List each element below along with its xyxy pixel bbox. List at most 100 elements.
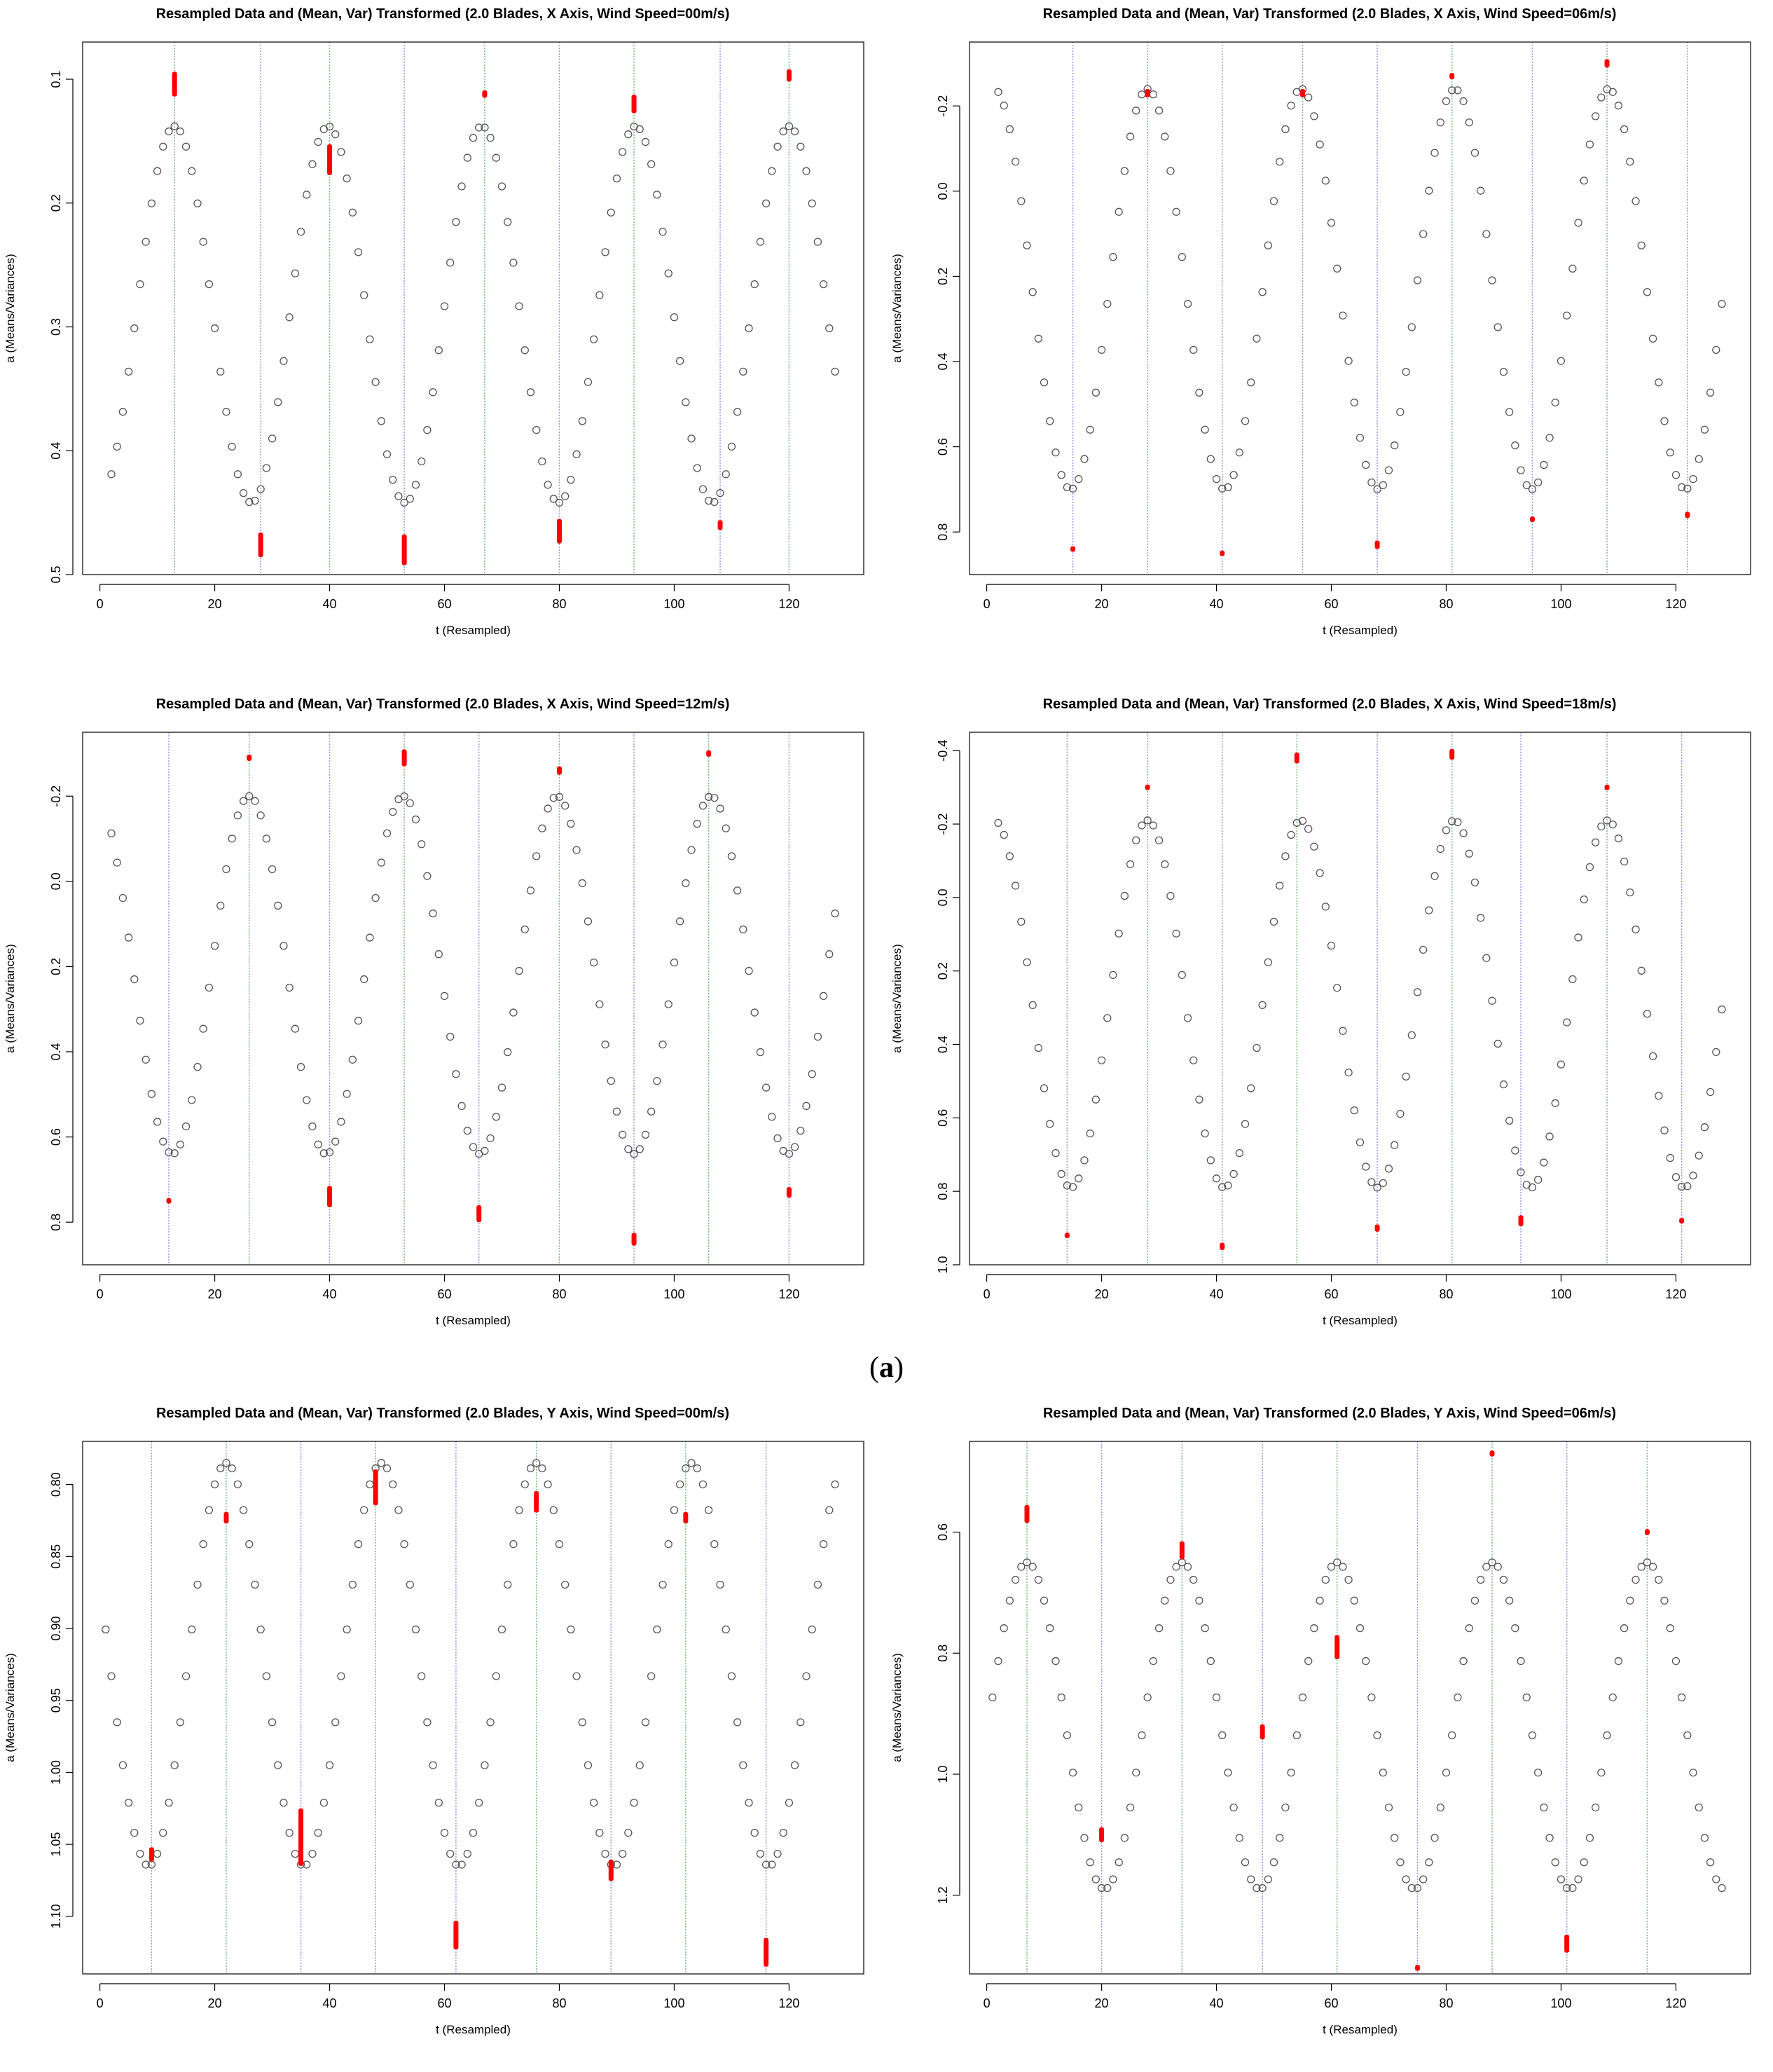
data-point: [113, 858, 121, 867]
data-point: [1068, 1183, 1077, 1191]
data-point: [1103, 1884, 1112, 1893]
data-point: [607, 1076, 615, 1085]
variance-error-bar: [1300, 88, 1306, 98]
data-point: [1269, 917, 1278, 926]
data-point: [1528, 1183, 1537, 1192]
data-point: [647, 160, 656, 168]
data-point: [1391, 441, 1399, 450]
data-point: [1637, 966, 1646, 975]
data-point: [1269, 1858, 1278, 1867]
data-point: [371, 378, 380, 386]
data-point: [653, 1076, 661, 1085]
y-tick-label: 0.0: [49, 872, 63, 890]
data-point: [291, 269, 299, 277]
data-point: [486, 1718, 495, 1727]
data-point: [1206, 1656, 1215, 1666]
data-point: [176, 127, 185, 136]
y-tick-label: 0.0: [936, 889, 950, 906]
data-point: [268, 865, 277, 874]
data-point: [1333, 264, 1341, 273]
data-point: [1666, 1624, 1674, 1633]
variance-error-bar: [608, 1859, 614, 1881]
data-point: [1051, 1656, 1060, 1666]
data-point: [590, 1799, 598, 1807]
data-point: [1712, 1875, 1720, 1884]
data-point: [1172, 1563, 1180, 1571]
data-point: [159, 1137, 167, 1146]
data-point: [1551, 398, 1559, 407]
data-point: [567, 819, 575, 828]
data-point: [205, 1506, 214, 1514]
data-point: [1057, 1693, 1065, 1702]
data-point: [1683, 1182, 1692, 1191]
data-point: [1626, 888, 1634, 897]
variance-error-bar: [786, 1187, 792, 1198]
data-point: [1253, 334, 1261, 343]
data-point: [1161, 1596, 1169, 1605]
data-point: [819, 1540, 828, 1549]
data-point: [256, 1625, 265, 1634]
data-point: [239, 797, 248, 805]
data-point: [1384, 1803, 1393, 1812]
data-point: [463, 1127, 471, 1135]
data-point: [526, 388, 535, 397]
x-tick-label: 0: [984, 597, 991, 611]
data-point: [526, 886, 535, 895]
chart-y-axis-06ms: Resampled Data and (Mean, Var) Transform…: [887, 1399, 1773, 2072]
data-point: [354, 1540, 363, 1549]
data-point: [1109, 970, 1117, 980]
data-point: [233, 1480, 242, 1489]
variance-error-bar: [631, 1233, 637, 1246]
data-point: [1138, 90, 1146, 99]
x-tick-label: 120: [1665, 597, 1686, 611]
variance-error-bar: [1099, 1827, 1105, 1843]
data-point: [1178, 253, 1186, 261]
data-point: [567, 476, 575, 484]
data-point: [773, 1134, 782, 1143]
data-point: [377, 1459, 385, 1467]
data-point: [1057, 1169, 1065, 1179]
data-point: [1034, 1575, 1043, 1584]
data-point: [1287, 830, 1295, 839]
data-point: [1310, 1624, 1318, 1633]
data-point: [1362, 460, 1370, 469]
data-point: [756, 238, 765, 246]
data-point: [1671, 1173, 1681, 1181]
variance-error-bar: [247, 754, 252, 762]
data-point: [819, 280, 828, 289]
x-tick-label: 20: [1095, 597, 1109, 611]
x-axis-label: t (Resampled): [436, 2023, 511, 2036]
data-point: [1585, 1834, 1594, 1842]
data-point: [1149, 821, 1158, 830]
data-point: [291, 1849, 299, 1858]
x-axis-label: t (Resampled): [436, 1314, 511, 1327]
variance-error-bar: [683, 1511, 689, 1524]
data-point: [102, 1625, 110, 1634]
data-point: [1517, 466, 1525, 474]
data-point: [1183, 1563, 1192, 1571]
variance-error-bar: [327, 144, 333, 175]
x-tick-label: 80: [1439, 1996, 1453, 2010]
x-tick-label: 120: [778, 1996, 799, 2010]
data-point: [544, 481, 552, 489]
data-point: [1545, 1834, 1554, 1842]
data-point: [1442, 826, 1451, 835]
variance-error-bar: [223, 1511, 229, 1524]
data-point: [1706, 388, 1715, 397]
data-point: [1115, 1858, 1123, 1867]
data-point: [1608, 820, 1617, 829]
data-point: [1154, 1624, 1164, 1633]
data-point: [389, 807, 397, 816]
data-point: [199, 1024, 207, 1033]
x-tick-label: 60: [1324, 1996, 1338, 2010]
data-point: [572, 1672, 581, 1680]
x-tick-label: 100: [1550, 1996, 1571, 2010]
x-tick-label: 100: [663, 1996, 684, 2010]
data-point: [1097, 1056, 1106, 1064]
data-point: [481, 1146, 489, 1155]
data-point: [802, 167, 810, 175]
data-point: [1247, 378, 1255, 387]
data-point: [561, 802, 570, 810]
x-tick-label: 120: [778, 1287, 799, 1301]
